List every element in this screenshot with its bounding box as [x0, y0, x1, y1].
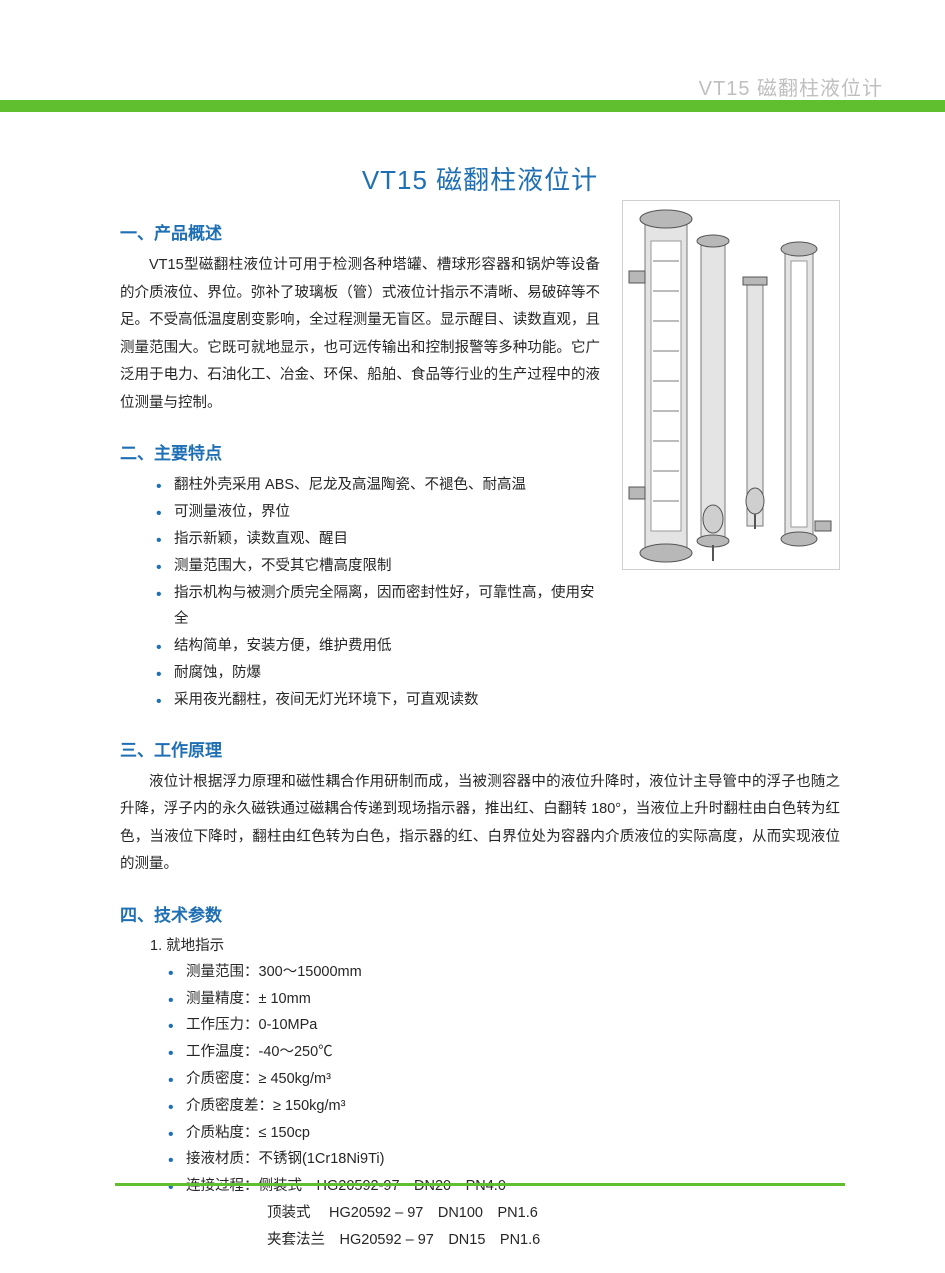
list-item: 指示新颖，读数直观、醒目: [156, 526, 600, 553]
spec-extra-line: 夹套法兰 HG20592 – 97 DN15 PN1.6: [120, 1227, 840, 1254]
page-header-title: VT15 磁翻柱液位计: [699, 72, 883, 101]
list-item: 介质粘度：≤ 150cp: [168, 1120, 840, 1147]
list-item: 可测量液位，界位: [156, 499, 600, 526]
product-image: [622, 200, 840, 570]
footer-divider-bar: [115, 1183, 845, 1186]
header-divider-bar: [0, 100, 945, 112]
list-item: 测量范围大，不受其它槽高度限制: [156, 553, 600, 580]
list-item: 接液材质：不锈钢(1Cr18Ni9Ti): [168, 1146, 840, 1173]
section-heading-principle: 三、工作原理: [120, 736, 840, 761]
level-gauge-illustration-svg: [623, 201, 839, 569]
overview-paragraph: VT15型磁翻柱液位计可用于检测各种塔罐、槽球形容器和锅炉等设备的介质液位、界位…: [120, 252, 600, 417]
gauge-3: [743, 277, 767, 529]
list-item: 测量精度：± 10mm: [168, 986, 840, 1013]
list-item: 介质密度差：≥ 150kg/m³: [168, 1093, 840, 1120]
list-item: 测量范围：300～15000mm: [168, 959, 840, 986]
spec-list: 测量范围：300～15000mm 测量精度：± 10mm 工作压力：0-10MP…: [120, 959, 840, 1200]
document-title: VT15 磁翻柱液位计: [120, 160, 840, 197]
list-item: 连接过程：侧装式 HG20592-97 DN20 PN4.0: [168, 1173, 840, 1200]
document-content: VT15 磁翻柱液位计: [120, 160, 840, 1254]
principle-paragraph: 液位计根据浮力原理和磁性耦合作用研制而成，当被测容器中的液位升降时，液位计主导管…: [120, 769, 840, 879]
list-item: 工作温度：-40～250℃: [168, 1039, 840, 1066]
list-item: 结构简单，安装方便，维护费用低: [156, 633, 600, 660]
gauge-4: [781, 242, 831, 546]
list-item: 耐腐蚀，防爆: [156, 660, 600, 687]
spec-extra-line: 顶装式 HG20592 – 97 DN100 PN1.6: [120, 1200, 840, 1227]
section-heading-specs: 四、技术参数: [120, 901, 840, 926]
gauge-2: [697, 235, 729, 561]
gauge-1: [629, 210, 692, 562]
list-item: 采用夜光翻柱，夜间无灯光环境下，可直观读数: [156, 687, 600, 714]
list-item: 翻柱外壳采用 ABS、尼龙及高温陶瓷、不褪色、耐高温: [156, 472, 600, 499]
list-item: 介质密度：≥ 450kg/m³: [168, 1066, 840, 1093]
list-item: 工作压力：0-10MPa: [168, 1012, 840, 1039]
feature-list: 翻柱外壳采用 ABS、尼龙及高温陶瓷、不褪色、耐高温 可测量液位，界位 指示新颖…: [120, 472, 600, 713]
list-item: 指示机构与被测介质完全隔离，因而密封性好，可靠性高，使用安全: [156, 580, 600, 634]
spec-subheading-1: 1. 就地指示: [120, 934, 840, 955]
